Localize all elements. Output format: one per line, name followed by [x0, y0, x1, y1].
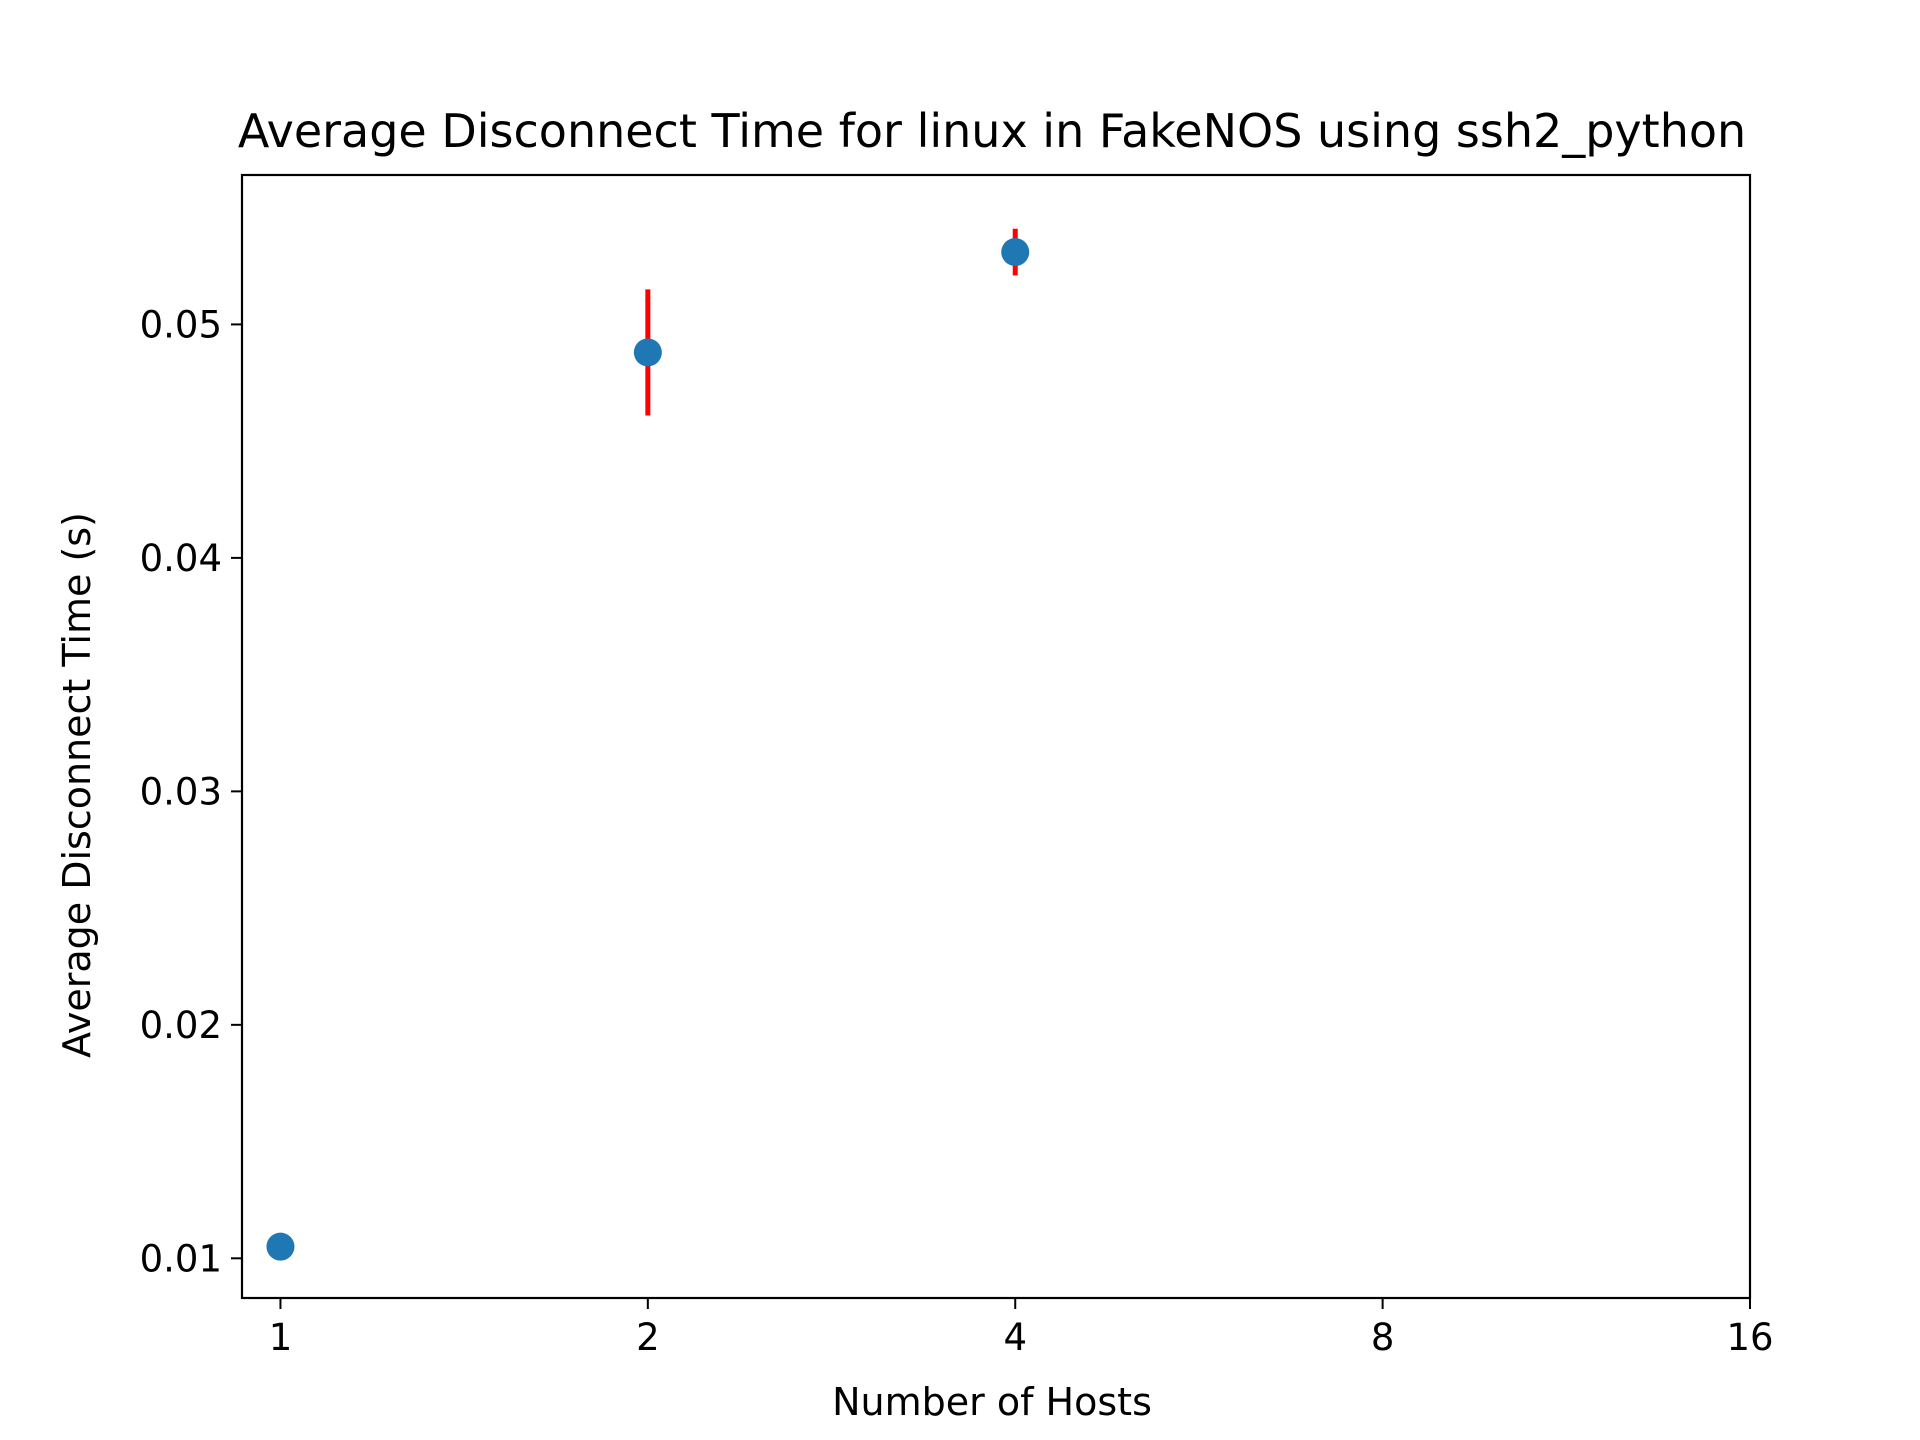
y-tick-label: 0.03: [140, 770, 222, 813]
y-tick-label: 0.01: [140, 1237, 222, 1280]
y-axis-label: Average Disconnect Time (s): [55, 512, 99, 1058]
x-tick-label: 1: [269, 1316, 293, 1359]
x-tick-label: 2: [636, 1316, 660, 1359]
x-tick-label: 16: [1726, 1316, 1773, 1359]
plot-frame: [240, 173, 1752, 1300]
y-tick-label: 0.04: [140, 537, 222, 580]
y-tick-label: 0.05: [140, 303, 222, 346]
x-axis-label: Number of Hosts: [832, 1380, 1152, 1424]
x-tick-label: 4: [1003, 1316, 1027, 1359]
y-tick-label: 0.02: [140, 1004, 222, 1047]
x-tick-label: 8: [1371, 1316, 1395, 1359]
data-point: [1001, 238, 1030, 267]
data-point: [266, 1232, 295, 1261]
chart-title: Average Disconnect Time for linux in Fak…: [238, 104, 1746, 158]
data-point: [633, 338, 662, 367]
plot-area: 1 2 4 8 16 0.01 0.02 0.03 0.04 0.05: [140, 173, 1774, 1359]
